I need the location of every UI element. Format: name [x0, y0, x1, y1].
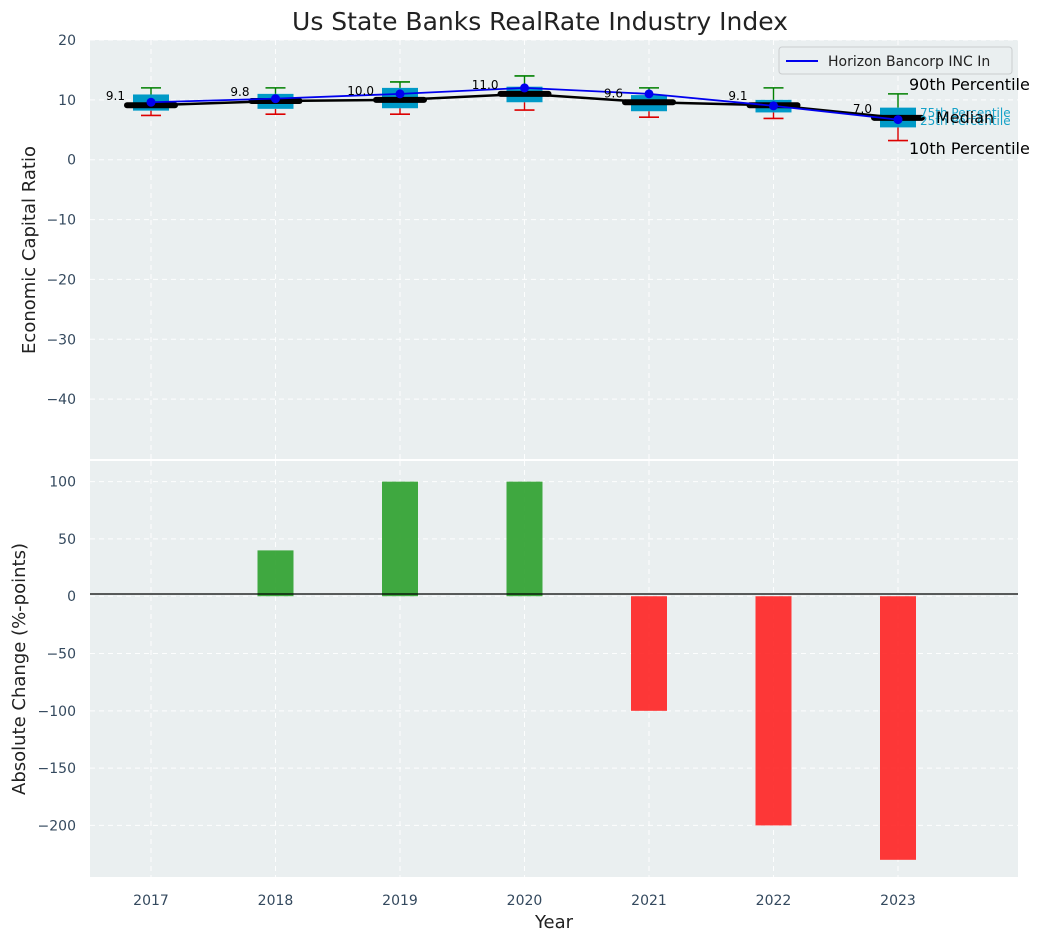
bottom-y-tick-0: 100: [49, 475, 76, 491]
bar-2022: [755, 596, 792, 826]
x-ticks: 2017 2018 2019 2020 2021 2022 2023: [133, 893, 916, 909]
median-label-2020: 11.0: [472, 78, 499, 92]
bottom-y-tick-5: −150: [38, 761, 76, 777]
p90-annotation: 90th Percentile: [909, 75, 1030, 94]
p10-annotation: 10th Percentile: [909, 139, 1030, 158]
median-annotation: Median: [936, 108, 994, 127]
company-point-2021: [644, 89, 654, 99]
x-tick-2020: 2020: [507, 893, 543, 909]
bottom-y-tick-4: −100: [38, 704, 76, 720]
top-y-tick-4: −20: [46, 272, 76, 288]
legend-box: [778, 46, 1013, 75]
top-panel-background: [90, 40, 1018, 459]
bottom-panel-background: [90, 461, 1018, 877]
bar-2020: [506, 481, 543, 597]
x-tick-2022: 2022: [756, 893, 792, 909]
company-point-2022: [769, 101, 778, 111]
median-label-2018: 9.8: [230, 85, 249, 99]
legend-label: Horizon Bancorp INC In: [828, 54, 990, 70]
x-axis-label: Year: [534, 912, 574, 933]
top-y-tick-3: −10: [46, 213, 76, 229]
top-y-tick-5: −30: [46, 332, 76, 348]
company-line-layer: [146, 83, 903, 125]
x-tick-2019: 2019: [382, 893, 418, 909]
median-label-2021: 9.6: [604, 86, 623, 100]
top-y-axis-label: Economic Capital Ratio: [19, 146, 40, 354]
bottom-y-tick-2: 0: [67, 589, 76, 605]
bar-2021: [631, 596, 667, 711]
p75-annotation: 75th Percentile: [920, 106, 1011, 120]
x-tick-2021: 2021: [631, 893, 667, 909]
top-y-tick-1: 10: [58, 93, 76, 109]
bottom-y-tick-3: −50: [46, 647, 76, 663]
company-point-2020: [520, 83, 529, 93]
median-value-labels: 9.1 9.8 10.0 11.0 9.6 9.1 7.0: [106, 78, 872, 116]
top-y-tick-2: 0: [67, 153, 76, 169]
top-y-tick-6: −40: [46, 392, 76, 408]
median-label-2019: 10.0: [347, 84, 374, 98]
top-grid: [90, 39, 1018, 459]
bar-2019: [382, 481, 418, 597]
bottom-y-tick-6: −200: [38, 818, 76, 834]
company-point-2018: [271, 94, 280, 104]
company-point-2017: [146, 97, 156, 107]
median-label-2022: 9.1: [728, 89, 747, 103]
x-tick-2023: 2023: [880, 893, 916, 909]
bottom-y-axis-label: Absolute Change (%-points): [9, 543, 30, 795]
chart-title: Us State Banks RealRate Industry Index: [292, 7, 788, 36]
legend: Horizon Bancorp INC In: [778, 46, 1013, 75]
bar-2023: [880, 596, 916, 860]
median-label-2017: 9.1: [106, 89, 125, 103]
p25-annotation: 25th Percentile: [920, 114, 1011, 128]
company-point-2023: [893, 115, 903, 125]
top-y-tick-0: 20: [58, 33, 76, 49]
bottom-y-ticks: 100 50 0 −50 −100 −150 −200: [38, 475, 76, 835]
bottom-y-tick-1: 50: [58, 532, 76, 548]
x-tick-2017: 2017: [133, 893, 169, 909]
bar-layer: [133, 481, 916, 860]
median-label-2023: 7.0: [853, 102, 872, 116]
top-y-ticks: 20 10 0 −10 −20 −30 −40: [46, 33, 76, 408]
bar-2018: [257, 550, 294, 597]
x-tick-2018: 2018: [258, 893, 294, 909]
percentile-annotations: 90th Percentile 75th Percentile 25th Per…: [909, 75, 1030, 158]
company-point-2019: [395, 89, 405, 99]
